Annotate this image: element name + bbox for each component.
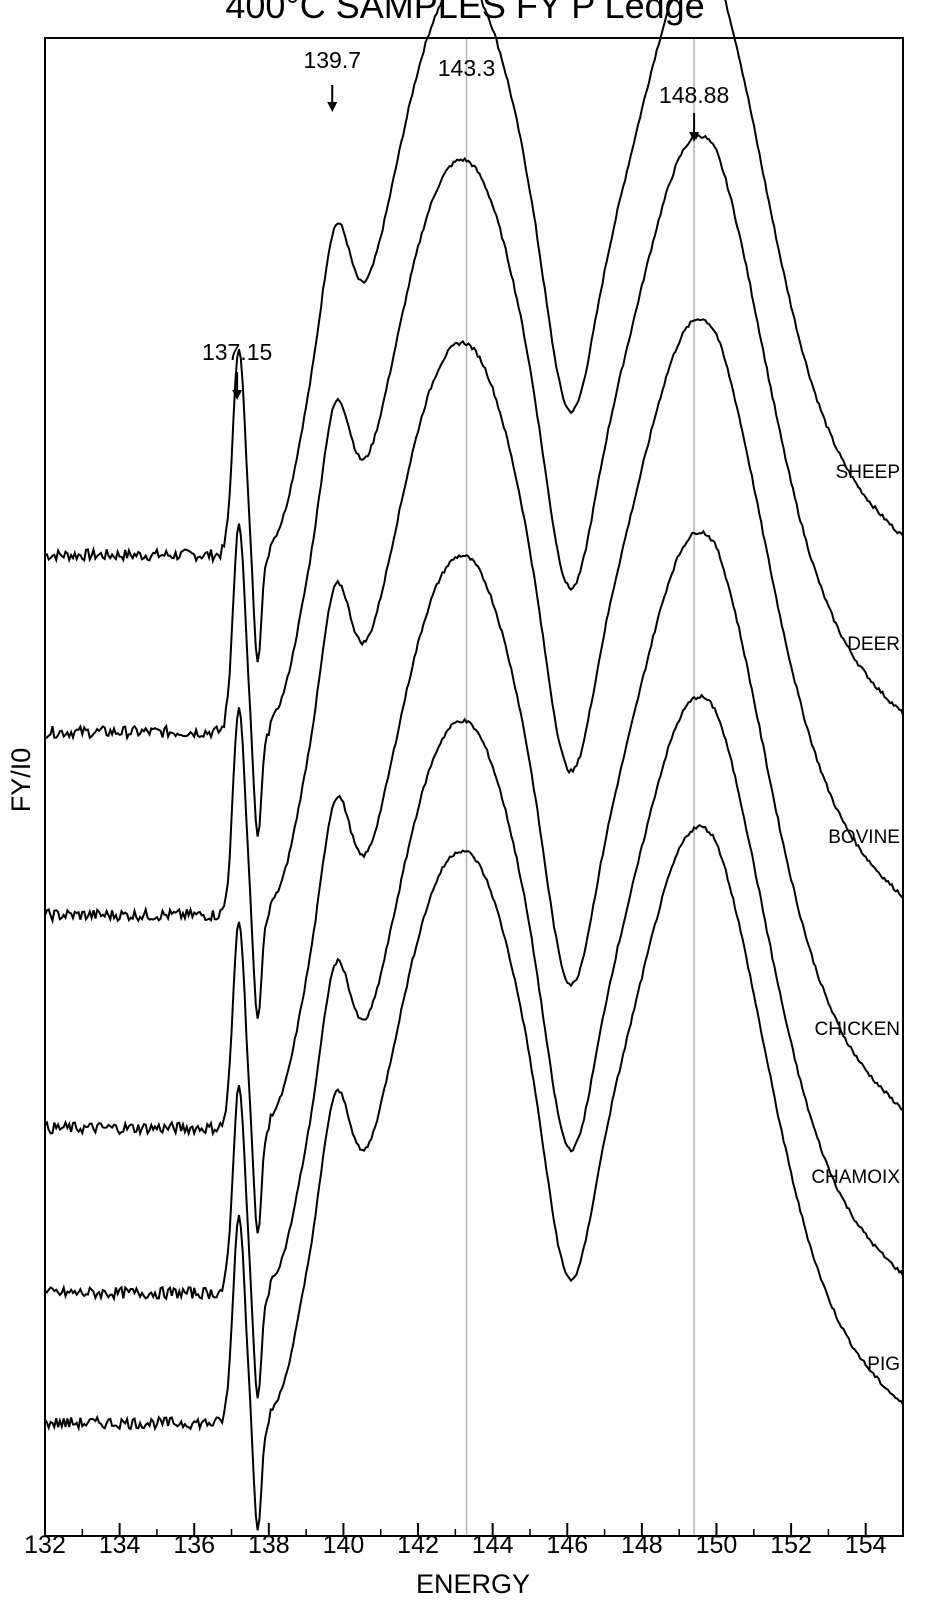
x-axis-label: ENERGY [416, 1569, 530, 1599]
series-line [44, 823, 904, 1531]
x-tick-label: 146 [546, 1531, 588, 1559]
x-axis-ticks: 132 134 136 138 140 142 144 146 148 150 152 154 [24, 1523, 887, 1559]
series-labels: SHEEP DEER BOVINE CHICKEN CHAMOIX PIG [811, 462, 900, 1375]
x-tick-label: 154 [845, 1531, 887, 1559]
y-axis-label: FY/I0 [6, 748, 36, 813]
x-tick-label: 142 [397, 1531, 439, 1559]
series-label: CHICKEN [814, 1019, 900, 1040]
x-tick-label: 148 [621, 1531, 663, 1559]
reference-lines [465, 38, 695, 1536]
annotation-label: 148.88 [659, 82, 729, 108]
annotation-arrowhead [232, 390, 243, 400]
chart-title: 400°C SAMPLES FY P Ledge [225, 0, 704, 26]
x-tick-label: 138 [248, 1531, 290, 1559]
series-label: DEER [847, 634, 900, 655]
series-line [44, 693, 904, 1399]
series-label: BOVINE [828, 827, 900, 848]
x-tick-label: 140 [323, 1531, 365, 1559]
series-label: SHEEP [836, 462, 900, 483]
series-line [44, 318, 904, 1019]
series-label: CHAMOIX [811, 1167, 900, 1188]
plot-frame [44, 37, 904, 1537]
series-line [44, 529, 904, 1234]
series-label: PIG [867, 1354, 900, 1375]
x-tick-label: 144 [472, 1531, 514, 1559]
annotation-label: 137.15 [202, 339, 272, 365]
annotation-label: 139.7 [303, 47, 361, 73]
annotation-label: 143.3 [438, 55, 496, 81]
x-tick-label: 134 [99, 1531, 141, 1559]
series-line [44, 133, 904, 837]
x-tick-label: 150 [696, 1531, 738, 1559]
annotation-arrowhead [327, 102, 338, 112]
x-tick-label: 152 [770, 1531, 812, 1559]
series-lines [44, 0, 904, 1531]
series-line [44, 0, 904, 663]
peak-annotations: 137.15 139.7 143.3 148.88 [202, 47, 729, 400]
annotation-arrowhead [689, 132, 700, 142]
x-tick-label: 136 [173, 1531, 215, 1559]
x-tick-label: 132 [24, 1531, 66, 1559]
